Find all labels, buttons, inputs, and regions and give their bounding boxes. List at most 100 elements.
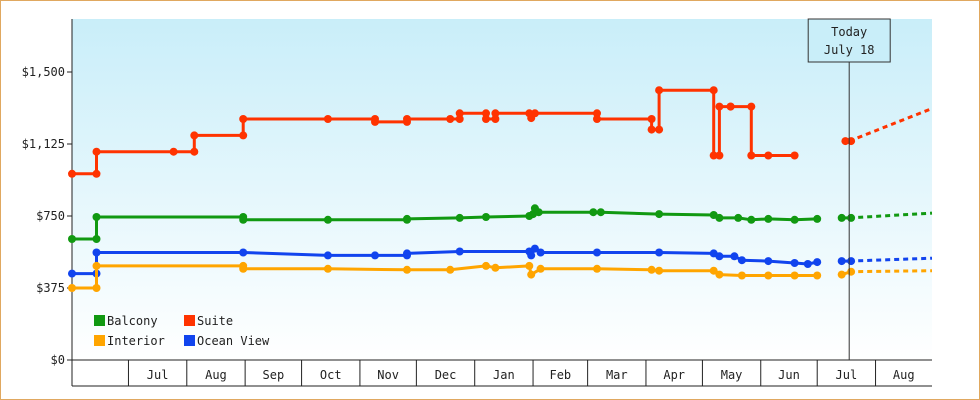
data-point[interactable]: [593, 248, 601, 257]
data-point[interactable]: [403, 249, 411, 258]
data-point[interactable]: [790, 259, 799, 267]
data-point[interactable]: [482, 115, 490, 123]
data-point[interactable]: [734, 213, 743, 222]
data-point[interactable]: [239, 115, 248, 123]
data-point[interactable]: [92, 284, 101, 292]
data-point[interactable]: [527, 251, 536, 260]
data-point[interactable]: [790, 151, 799, 160]
data-point[interactable]: [803, 260, 812, 268]
data-point[interactable]: [647, 125, 656, 134]
data-point[interactable]: [847, 137, 856, 146]
data-point[interactable]: [527, 270, 536, 279]
data-point[interactable]: [709, 86, 718, 95]
data-point[interactable]: [92, 248, 101, 257]
data-point[interactable]: [847, 267, 856, 276]
legend-item[interactable]: Suite: [184, 314, 233, 328]
data-point[interactable]: [790, 215, 799, 224]
data-point[interactable]: [403, 214, 411, 223]
data-point[interactable]: [446, 115, 455, 123]
data-point[interactable]: [323, 215, 332, 224]
data-point[interactable]: [190, 131, 199, 140]
data-point[interactable]: [813, 258, 822, 267]
data-point[interactable]: [647, 265, 656, 274]
data-point[interactable]: [239, 264, 248, 273]
data-point[interactable]: [764, 271, 773, 280]
data-point[interactable]: [446, 265, 455, 274]
data-point[interactable]: [536, 248, 545, 257]
data-point[interactable]: [593, 115, 601, 123]
data-point[interactable]: [403, 115, 411, 123]
data-point[interactable]: [92, 147, 101, 156]
data-point[interactable]: [593, 109, 601, 118]
data-point[interactable]: [747, 151, 756, 160]
data-point[interactable]: [536, 264, 545, 273]
data-point[interactable]: [715, 213, 724, 222]
data-point[interactable]: [239, 248, 248, 257]
data-point[interactable]: [68, 169, 76, 178]
data-point[interactable]: [593, 264, 601, 273]
data-point[interactable]: [455, 115, 464, 123]
data-point[interactable]: [169, 147, 178, 156]
data-point[interactable]: [747, 102, 756, 111]
data-point[interactable]: [837, 213, 846, 222]
data-point[interactable]: [655, 210, 664, 219]
data-point[interactable]: [655, 86, 664, 95]
data-point[interactable]: [715, 252, 724, 261]
data-point[interactable]: [455, 247, 464, 256]
data-point[interactable]: [847, 213, 856, 222]
data-point[interactable]: [455, 213, 464, 222]
data-point[interactable]: [764, 214, 773, 223]
legend-item[interactable]: Balcony: [94, 314, 158, 328]
data-point[interactable]: [371, 117, 379, 126]
data-point[interactable]: [68, 235, 76, 243]
data-point[interactable]: [596, 208, 605, 217]
data-point[interactable]: [730, 252, 739, 261]
data-point[interactable]: [323, 115, 332, 123]
data-point[interactable]: [455, 109, 464, 118]
data-point[interactable]: [190, 147, 199, 156]
data-point[interactable]: [482, 261, 490, 270]
data-point[interactable]: [655, 125, 664, 134]
data-point[interactable]: [403, 265, 411, 274]
data-point[interactable]: [837, 257, 846, 266]
data-point[interactable]: [525, 261, 534, 270]
legend-item[interactable]: Ocean View: [184, 334, 270, 348]
data-point[interactable]: [737, 256, 746, 265]
data-point[interactable]: [239, 215, 248, 224]
data-point[interactable]: [491, 263, 500, 272]
data-point[interactable]: [813, 214, 822, 223]
data-point[interactable]: [530, 109, 539, 118]
data-point[interactable]: [92, 169, 101, 178]
data-point[interactable]: [790, 271, 799, 280]
data-point[interactable]: [589, 208, 598, 217]
data-point[interactable]: [92, 235, 101, 243]
data-point[interactable]: [371, 251, 379, 260]
data-point[interactable]: [323, 264, 332, 273]
data-point[interactable]: [482, 109, 490, 118]
data-point[interactable]: [92, 261, 101, 270]
data-point[interactable]: [747, 215, 756, 224]
data-point[interactable]: [709, 266, 718, 275]
data-point[interactable]: [715, 270, 724, 279]
data-point[interactable]: [239, 131, 248, 140]
data-point[interactable]: [737, 271, 746, 280]
data-point[interactable]: [715, 151, 724, 160]
data-point[interactable]: [647, 115, 656, 123]
data-point[interactable]: [837, 270, 846, 279]
data-point[interactable]: [482, 213, 490, 221]
data-point[interactable]: [764, 257, 773, 266]
data-point[interactable]: [847, 257, 856, 266]
data-point[interactable]: [813, 271, 822, 280]
data-point[interactable]: [715, 102, 724, 111]
data-point[interactable]: [764, 151, 773, 160]
data-point[interactable]: [709, 151, 718, 160]
data-point[interactable]: [655, 266, 664, 275]
data-point[interactable]: [323, 251, 332, 260]
legend-item[interactable]: Interior: [94, 334, 165, 348]
data-point[interactable]: [655, 248, 664, 257]
data-point[interactable]: [68, 269, 76, 278]
data-point[interactable]: [726, 102, 735, 111]
data-point[interactable]: [530, 244, 539, 253]
data-point[interactable]: [534, 208, 543, 217]
data-point[interactable]: [68, 284, 76, 292]
